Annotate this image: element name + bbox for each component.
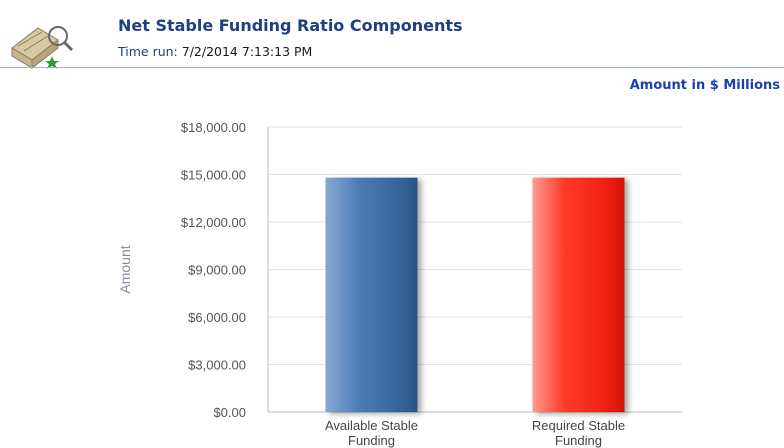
- y-tick-label: $9,000.00: [188, 263, 246, 278]
- y-tick-label: $15,000.00: [181, 168, 246, 183]
- x-category-label: Required Stable: [532, 418, 625, 433]
- x-category-label-line2: Funding: [348, 433, 395, 448]
- bar-available-stable-funding: [325, 177, 418, 412]
- report-title: Net Stable Funding Ratio Components: [118, 16, 463, 35]
- report-icon: [11, 26, 74, 70]
- y-tick-label: $18,000.00: [181, 120, 246, 135]
- header-divider: [0, 67, 784, 68]
- y-axis-title: Amount: [117, 245, 133, 293]
- y-tick-label: $12,000.00: [181, 215, 246, 230]
- time-run: Time run: 7/2/2014 7:13:13 PM: [118, 44, 312, 59]
- x-category-label: Available Stable: [325, 418, 418, 433]
- y-tick-label: $0.00: [213, 405, 246, 420]
- time-run-value: 7/2/2014 7:13:13 PM: [181, 44, 313, 59]
- x-category-label-line2: Funding: [555, 433, 602, 448]
- y-tick-label: $3,000.00: [188, 358, 246, 373]
- time-run-label: Time run:: [118, 44, 178, 59]
- bar-required-stable-funding: [532, 177, 625, 412]
- y-tick-label: $6,000.00: [188, 310, 246, 325]
- unit-note: Amount in $ Millions: [629, 78, 780, 93]
